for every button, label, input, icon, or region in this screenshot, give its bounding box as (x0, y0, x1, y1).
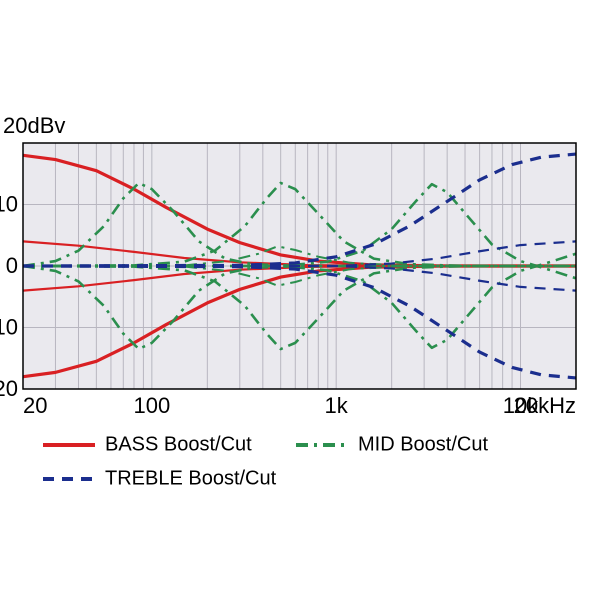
y-tick-label: 10 (0, 191, 18, 216)
y-tick-label: -20 (0, 376, 18, 401)
x-tick-label: 100 (133, 393, 170, 418)
y-tick-label: -10 (0, 314, 18, 339)
legend-label: TREBLE Boost/Cut (105, 467, 277, 489)
legend-label: MID Boost/Cut (358, 433, 488, 455)
eq-chart-svg: -20-1001020dBv201001k10k20kHzBASS Boost/… (0, 0, 600, 600)
x-tick-label: 20kHz (514, 393, 576, 418)
legend-label: BASS Boost/Cut (105, 433, 252, 455)
x-tick-label: 20 (23, 393, 47, 418)
x-tick-label: 1k (325, 393, 349, 418)
y-tick-label: 20dBv (3, 113, 65, 138)
eq-chart: { "chart": { "type": "line", "background… (0, 0, 600, 600)
y-tick-label: 0 (6, 253, 18, 278)
